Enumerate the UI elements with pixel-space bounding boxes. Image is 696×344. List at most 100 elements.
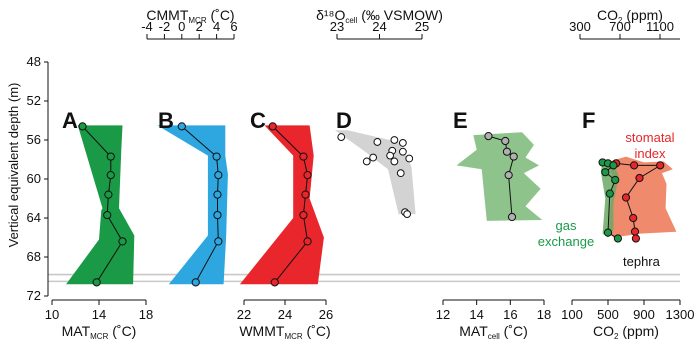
gas-exchange-point <box>605 189 614 198</box>
panel-letter-f: F <box>582 108 595 133</box>
data-point <box>504 171 513 180</box>
y-axis-label: Vertical equivalent depth (m) <box>6 83 21 248</box>
panel-letter-d: D <box>336 108 352 133</box>
uncertainty-band <box>157 125 228 285</box>
top-axis-tick-label: 24 <box>372 19 386 34</box>
bottom-axis-tick-label: 500 <box>597 307 619 322</box>
top-axis-tick-label: 700 <box>609 19 631 34</box>
stomatal-point <box>621 193 631 202</box>
data-point <box>92 278 101 287</box>
data-point <box>386 151 395 160</box>
data-point <box>362 157 371 166</box>
bottom-axis-tick-label: 18 <box>139 307 153 322</box>
panel-letter-e: E <box>453 108 468 133</box>
stomatal-point <box>630 161 639 170</box>
bottom-axis-tick-label: 22 <box>237 307 251 322</box>
top-axis-tick-label: 23 <box>330 19 344 34</box>
annotation-gas: gas <box>556 218 577 233</box>
data-point <box>213 210 222 220</box>
y-tick-label: 60 <box>27 171 41 186</box>
stomatal-point <box>629 213 638 223</box>
bottom-axis-tick-label: 900 <box>633 307 655 322</box>
bottom-axis-tick-label: 1300 <box>666 307 695 322</box>
top-axis-tick-label: -4 <box>141 19 153 34</box>
top-axis-tick-label: 25 <box>415 19 429 34</box>
gas-exchange-point <box>609 161 618 170</box>
y-axis: Vertical equivalent depth (m) 48 52 56 60 64… <box>6 54 49 303</box>
top-axis-tick-label: 300 <box>569 19 591 34</box>
bottom-axis-tick-label: 16 <box>503 307 517 322</box>
data-point <box>177 122 186 131</box>
data-point <box>337 133 346 141</box>
bottom-axis-tick-label: 12 <box>436 307 450 322</box>
bottom-axis-tick-label: 24 <box>278 307 292 322</box>
panel-letter-a: A <box>62 108 78 133</box>
top-axis-tick-label: 6 <box>230 19 237 34</box>
gas-exchange-point <box>603 228 613 237</box>
top-axis-label: δ¹⁸Ocell (‰ VSMOW) <box>316 7 443 25</box>
data-point <box>390 157 399 166</box>
panel-e-mat-cell: 12 14 16 18 MATcell (˚C) E <box>436 108 551 341</box>
gas-exchange-point <box>613 234 623 243</box>
stomatal-point <box>656 161 665 170</box>
stomatal-point <box>630 227 640 236</box>
y-tick-label: 56 <box>27 132 41 147</box>
y-tick-label: 68 <box>27 249 41 264</box>
bottom-axis-tick-label: 14 <box>92 307 106 322</box>
y-tick-label: 52 <box>27 93 41 108</box>
gas-exchange-point <box>611 175 620 185</box>
top-axis-tick-label: 4 <box>213 19 220 34</box>
top-axis-tick-label: 2 <box>196 19 203 34</box>
y-tick-label: 72 <box>27 288 41 303</box>
data-point <box>104 190 113 199</box>
data-point <box>191 278 200 287</box>
stomatal-point <box>631 234 641 243</box>
data-point <box>501 136 510 146</box>
annotation-index: index <box>634 146 666 161</box>
data-point <box>398 139 407 147</box>
data-point <box>106 152 115 161</box>
data-point <box>303 237 312 246</box>
data-point <box>212 152 221 161</box>
top-axis-tick-label: -2 <box>159 19 171 34</box>
data-point <box>373 138 382 146</box>
data-point <box>118 237 127 246</box>
data-point <box>398 147 407 156</box>
tephra-layer <box>48 273 680 283</box>
data-point <box>405 154 414 163</box>
top-axis-tick-label: 1100 <box>646 19 674 34</box>
panel-letter-b: B <box>158 108 174 133</box>
data-point <box>103 210 112 220</box>
data-point <box>106 171 115 180</box>
data-point <box>396 169 405 178</box>
data-point <box>213 190 222 199</box>
data-point <box>214 237 223 246</box>
bottom-axis-label: CO2 (ppm) <box>593 323 659 341</box>
stomatal-point <box>635 173 644 183</box>
top-axis-label: CMMTMCR (˚C) <box>146 7 234 25</box>
bottom-axis-tick-label: 18 <box>537 307 551 322</box>
data-point <box>214 171 223 180</box>
data-point <box>502 147 512 156</box>
bottom-axis-tick-label: 26 <box>319 307 333 322</box>
gas-exchange-point <box>601 168 610 177</box>
stomatal-band <box>606 156 677 238</box>
annotation-exchange: exchange <box>538 234 594 249</box>
panel-letter-c: C <box>250 108 266 133</box>
data-point <box>509 152 518 161</box>
top-axis-tick-label: 0 <box>178 19 185 34</box>
top-axis-label: CO2 (ppm) <box>597 7 663 25</box>
tephra-label: tephra <box>623 254 661 269</box>
uncertainty-band <box>239 125 324 285</box>
uncertainty-band <box>66 125 135 285</box>
bottom-axis-tick-label: 10 <box>45 307 59 322</box>
data-point <box>507 212 517 222</box>
uncertainty-band <box>456 132 543 221</box>
data-point <box>270 278 279 287</box>
